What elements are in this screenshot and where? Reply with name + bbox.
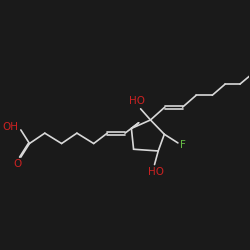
Text: OH: OH bbox=[2, 122, 18, 132]
Text: O: O bbox=[14, 159, 22, 169]
Text: HO: HO bbox=[148, 167, 164, 177]
Text: F: F bbox=[180, 140, 186, 150]
Text: HO: HO bbox=[129, 96, 145, 106]
